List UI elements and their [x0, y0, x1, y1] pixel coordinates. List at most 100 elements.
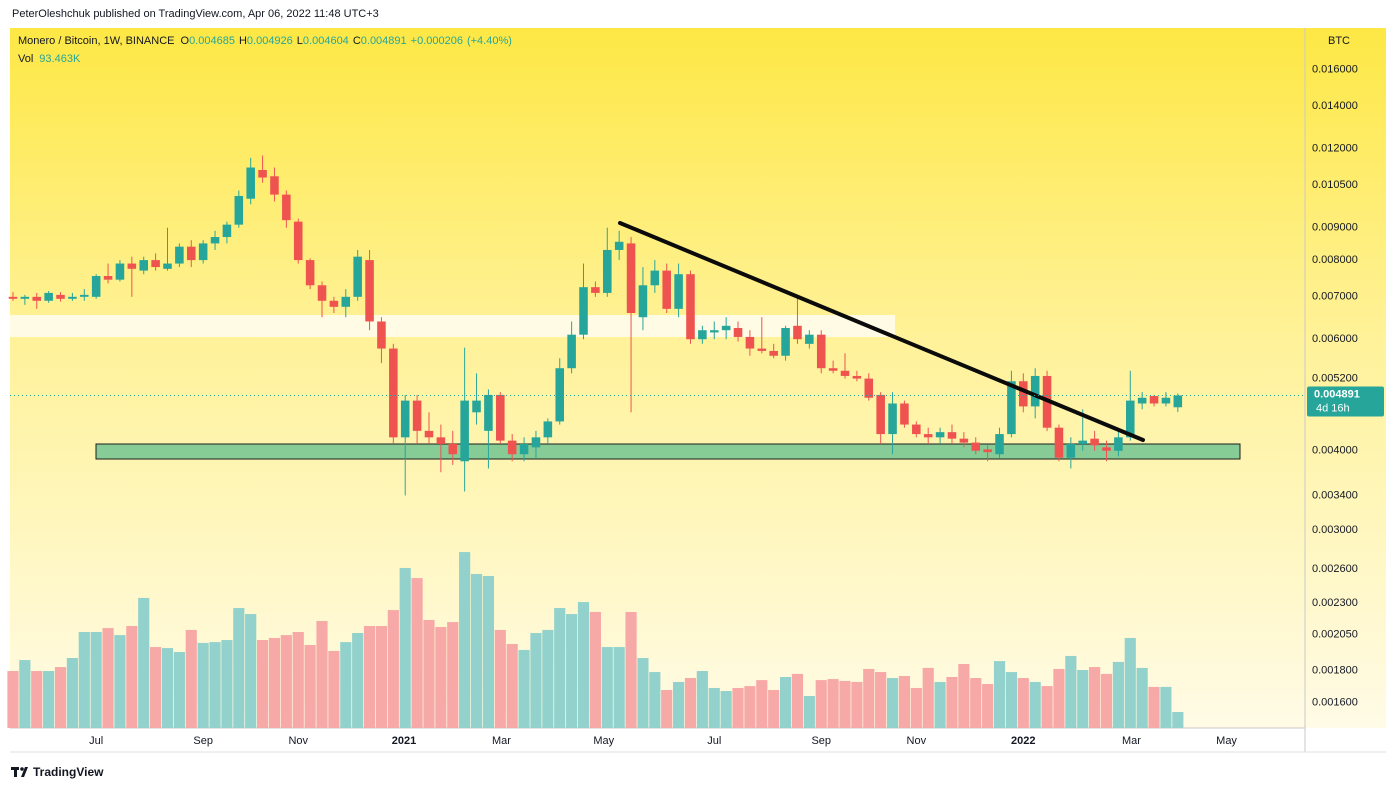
candle-body	[270, 176, 279, 195]
volume-bar	[66, 658, 78, 728]
candle-body	[745, 336, 755, 349]
volume-bar	[1124, 637, 1136, 728]
volume-bar	[815, 680, 827, 728]
volume-bar	[1053, 668, 1065, 728]
y-tick-label: 0.008000	[1312, 254, 1358, 266]
volume-bar	[589, 611, 601, 728]
candle-body	[828, 368, 838, 371]
candle-body	[769, 350, 778, 356]
candle-body	[816, 334, 826, 369]
x-tick-label: Mar	[492, 735, 511, 747]
volume-bar	[459, 552, 471, 728]
candle-body	[246, 167, 255, 199]
candle-body	[983, 449, 992, 453]
volume-bar	[494, 629, 506, 728]
candle-body	[258, 170, 267, 178]
volume-bar	[518, 649, 530, 728]
volume-bar	[934, 681, 946, 728]
brand-logo	[11, 767, 28, 777]
legend-value: 0.004604	[303, 35, 349, 47]
volume-bar	[1160, 686, 1172, 728]
legend-value: 0.004891	[361, 35, 407, 47]
volume-bar	[649, 672, 661, 728]
volume-bar	[863, 668, 875, 728]
y-tick-label: 0.003000	[1312, 524, 1358, 536]
y-tick-label: 0.003400	[1312, 489, 1358, 501]
countdown-label: 4d 16h	[1316, 402, 1350, 414]
volume-bar	[43, 671, 55, 728]
volume-bar	[577, 602, 590, 728]
y-tick-label: 0.002050	[1312, 629, 1358, 641]
volume-bar	[19, 660, 31, 728]
candle-body	[127, 263, 137, 269]
legend-letter: O	[181, 35, 190, 47]
volume-bar	[363, 625, 376, 728]
volume-bar	[839, 680, 851, 728]
y-tick-label: 0.014000	[1312, 100, 1358, 112]
volume-bar	[470, 573, 483, 728]
candle-body	[757, 348, 767, 351]
candle-body	[1030, 375, 1040, 407]
last-price-label: 0.004891	[1314, 388, 1360, 400]
candle-body	[139, 260, 148, 271]
volume-bar	[126, 625, 138, 728]
candle-body	[1007, 381, 1016, 435]
volume-bar	[779, 676, 792, 728]
candle-body	[1066, 443, 1076, 458]
x-tick-label: Mar	[1122, 735, 1141, 747]
candle-body	[115, 263, 125, 280]
candle-body	[852, 375, 862, 379]
candle-body	[32, 296, 42, 301]
volume-bar	[340, 642, 352, 728]
volume-bar	[696, 671, 708, 728]
candle-body	[686, 274, 695, 340]
y-tick-label: 0.012000	[1312, 142, 1358, 154]
candle-body	[163, 263, 172, 269]
candle-body	[567, 334, 576, 369]
candle-body	[888, 403, 897, 435]
volume-bar	[138, 597, 150, 728]
candle-body	[484, 394, 493, 431]
volume-bar	[744, 686, 756, 728]
legend-letter: C	[353, 35, 361, 47]
candle-body	[733, 327, 743, 337]
volume-bar	[7, 671, 19, 728]
volume-bar	[566, 614, 578, 728]
candle-body	[56, 294, 65, 299]
candle-body	[840, 370, 850, 376]
candle-body	[496, 394, 505, 441]
candle-body	[1161, 397, 1171, 404]
brand-name: TradingView	[33, 765, 104, 779]
y-tick-label: 0.016000	[1312, 63, 1358, 75]
candle-body	[650, 270, 660, 286]
candles	[8, 155, 1183, 496]
volume-bar	[399, 567, 411, 728]
y-tick-label: 0.002600	[1312, 563, 1358, 575]
volume-bar	[447, 622, 459, 728]
volume-bar	[280, 635, 292, 728]
volume-bar	[827, 679, 839, 728]
volume-bar	[922, 667, 934, 728]
candle-body	[721, 325, 731, 331]
candle-body	[80, 294, 89, 297]
candle-body	[543, 421, 553, 438]
candle-body	[448, 443, 458, 455]
candle-body	[389, 348, 398, 438]
candle-body	[68, 296, 77, 299]
candle-body	[365, 260, 374, 322]
candle-body	[912, 424, 921, 435]
y-tick-label: 0.007000	[1312, 291, 1358, 303]
volume-bar	[1136, 667, 1148, 728]
unit-label: BTC	[1328, 35, 1350, 47]
candle-body	[91, 276, 101, 297]
volume-bar	[661, 690, 673, 728]
legend-value: 0.004926	[247, 35, 293, 47]
candle-body	[1019, 381, 1028, 407]
volume-bar	[720, 691, 732, 728]
x-tick-label: Nov	[288, 735, 308, 747]
volume-bar	[1065, 655, 1077, 728]
volume-bar	[542, 629, 554, 728]
candle-body	[186, 246, 196, 261]
y-tick-label: 0.005200	[1312, 372, 1358, 384]
volume-bar	[150, 647, 162, 728]
